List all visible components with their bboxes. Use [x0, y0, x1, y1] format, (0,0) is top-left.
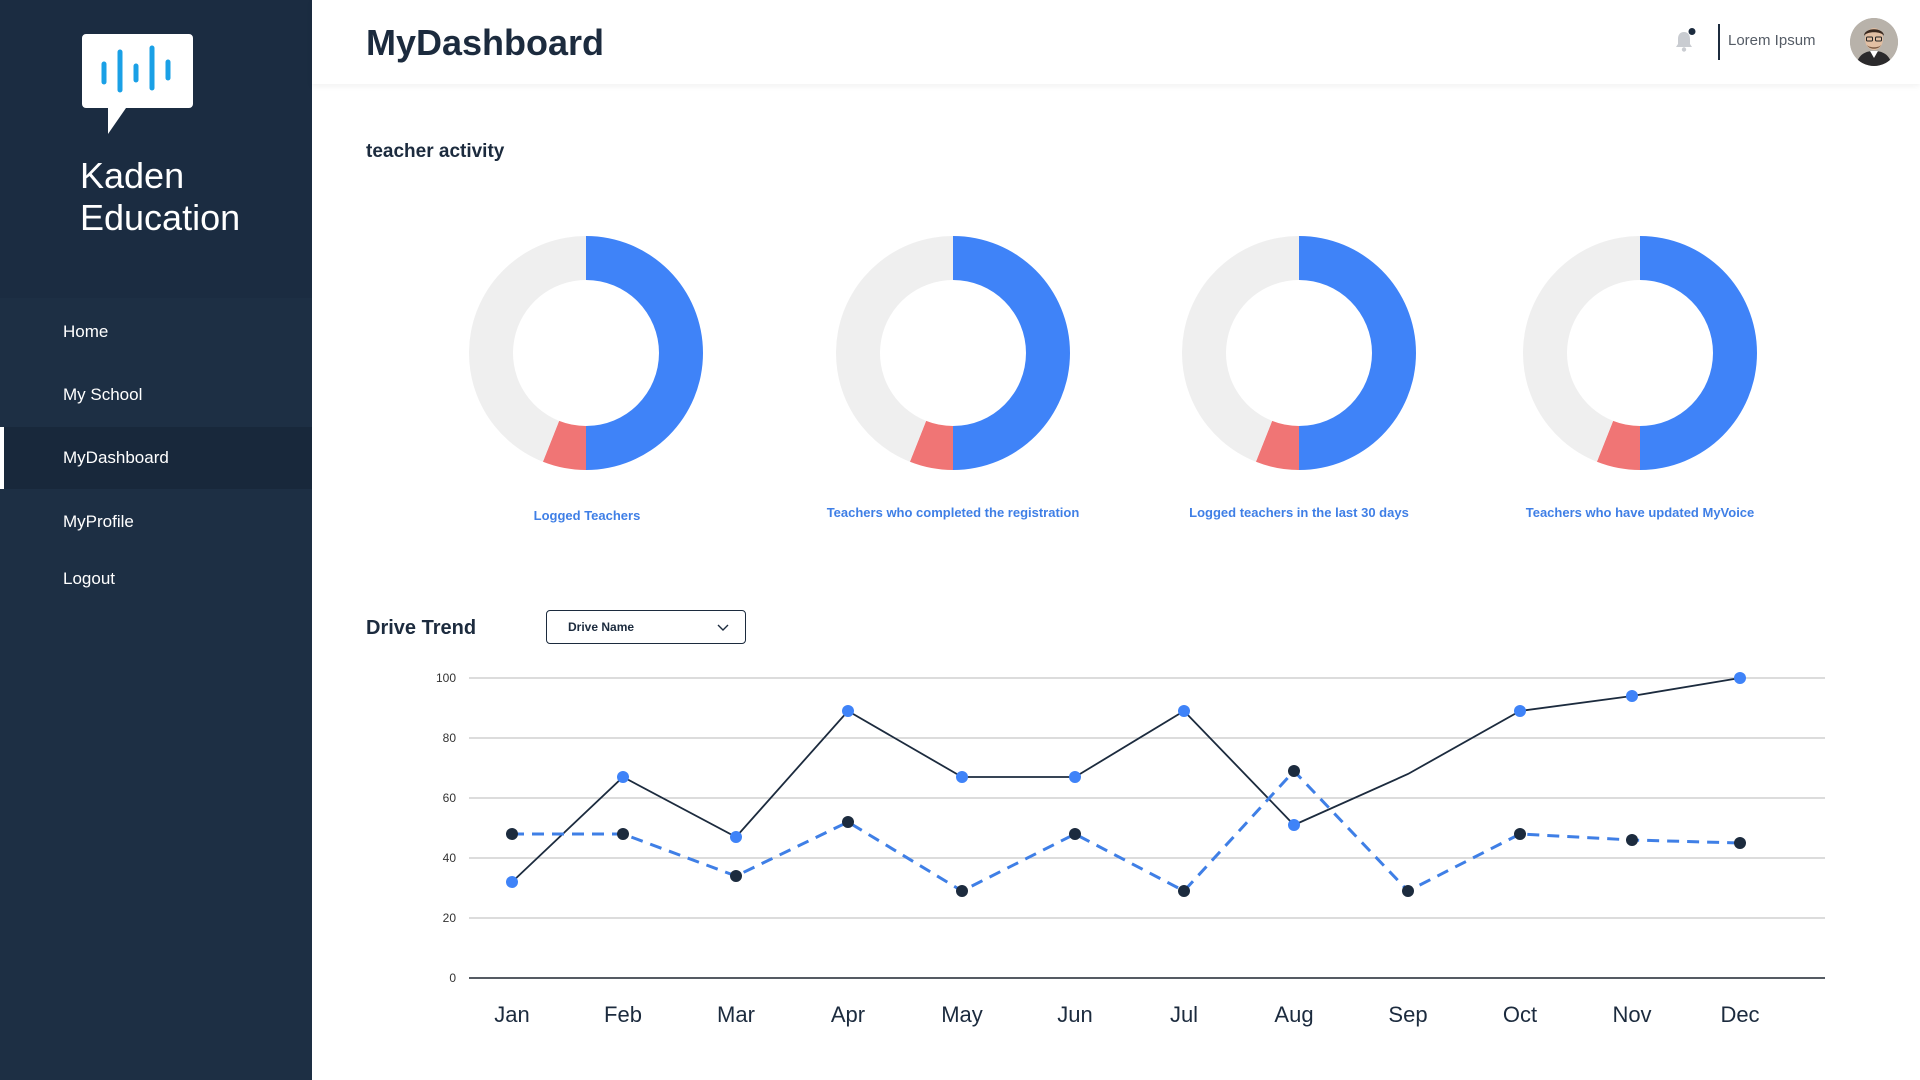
- data-point-solid: [730, 831, 742, 843]
- sidebar-item-logout[interactable]: Logout: [0, 548, 312, 610]
- donut-chart-completed-registration: [833, 233, 1073, 473]
- x-tick-label: Jan: [494, 1002, 529, 1027]
- brand-panel: Kaden Education: [0, 0, 312, 298]
- x-tick-label: Apr: [831, 1002, 865, 1027]
- x-tick-label: May: [941, 1002, 983, 1027]
- drive-trend-title: Drive Trend: [366, 617, 477, 639]
- avatar[interactable]: [1850, 18, 1898, 66]
- data-point-dashed: [1178, 885, 1190, 897]
- data-point-solid: [842, 705, 854, 717]
- data-point-solid: [1178, 705, 1190, 717]
- donut-label: Teachers who completed the registration: [826, 505, 1080, 520]
- series-line-dashed: [512, 768, 1741, 893]
- data-point-solid: [1288, 819, 1300, 831]
- data-point-dashed: [730, 870, 742, 882]
- data-point-dashed: [617, 828, 629, 840]
- donut-segment-red: [542, 420, 586, 470]
- data-point-solid: [1514, 705, 1526, 717]
- data-point-dashed: [842, 816, 854, 828]
- x-tick-label: Jun: [1057, 1002, 1092, 1027]
- donut-segment-blue: [1640, 236, 1757, 470]
- donut-segment-red: [1596, 420, 1640, 470]
- y-tick-label: 60: [443, 791, 457, 805]
- sidebar-item-label: My School: [63, 385, 143, 404]
- donut-segment-gray: [469, 236, 586, 462]
- donut-label: Logged teachers in the last 30 days: [1189, 505, 1409, 520]
- sidebar-item-label: MyDashboard: [63, 448, 169, 467]
- donut-segment-blue: [586, 236, 703, 470]
- data-point-solid: [617, 771, 629, 783]
- data-point-dashed: [506, 828, 518, 840]
- brand-name-line1: Kaden: [80, 155, 185, 196]
- data-point-solid: [956, 771, 968, 783]
- y-tick-label: 100: [436, 671, 456, 685]
- x-tick-label: Mar: [717, 1002, 755, 1027]
- donut-segment-blue: [953, 236, 1070, 470]
- donut-segment-gray: [1182, 236, 1299, 462]
- data-point-dashed: [1514, 828, 1526, 840]
- donut-chart-logged-teachers: [466, 233, 706, 473]
- chevron-down-icon: [717, 624, 729, 631]
- donut-segment-red: [1255, 420, 1299, 470]
- x-tick-label: Nov: [1612, 1002, 1651, 1027]
- sidebar-item-label: MyProfile: [63, 512, 134, 531]
- x-tick-label: Sep: [1388, 1002, 1427, 1027]
- y-tick-label: 80: [443, 731, 457, 745]
- page-title: MyDashboard: [366, 22, 605, 63]
- sidebar: Kaden Education Home My School MyDashboa…: [0, 0, 312, 1080]
- data-point-dashed: [956, 885, 968, 897]
- donut-label: Logged Teachers: [533, 508, 641, 523]
- data-point-dashed: [1734, 837, 1746, 849]
- data-point-solid: [506, 876, 518, 888]
- data-point-solid: [1069, 771, 1081, 783]
- sidebar-item-label: Logout: [63, 569, 115, 588]
- drive-name-dropdown[interactable]: Drive Name: [546, 610, 746, 644]
- y-tick-label: 20: [443, 911, 457, 925]
- data-point-solid: [1626, 690, 1638, 702]
- teacher-activity-title: teacher activity: [366, 141, 505, 162]
- series-line-solid: [511, 677, 1741, 883]
- data-point-dashed: [1288, 765, 1300, 777]
- donut-segment-red: [909, 420, 953, 470]
- x-tick-label: Aug: [1274, 1002, 1313, 1027]
- brand-name-line2: Education: [80, 197, 241, 238]
- donut-segment-gray: [1523, 236, 1640, 462]
- sidebar-item-my-school[interactable]: My School: [0, 364, 312, 426]
- x-tick-label: Jul: [1170, 1002, 1198, 1027]
- header: MyDashboard Lorem Ipsum: [312, 0, 1920, 84]
- data-point-dashed: [1402, 885, 1414, 897]
- x-tick-label: Dec: [1720, 1002, 1759, 1027]
- notification-bell-icon[interactable]: [1672, 28, 1696, 54]
- donut-segment-gray: [836, 236, 953, 462]
- user-name[interactable]: Lorem Ipsum: [1728, 32, 1816, 49]
- dropdown-selected-value: Drive Name: [568, 620, 635, 634]
- sidebar-item-mydashboard[interactable]: MyDashboard: [0, 427, 312, 489]
- brand-name: Kaden Education: [80, 155, 240, 239]
- sidebar-item-home[interactable]: Home: [0, 301, 312, 363]
- y-tick-label: 0: [449, 971, 456, 985]
- donut-segment-blue: [1299, 236, 1416, 470]
- x-tick-label: Oct: [1503, 1002, 1537, 1027]
- drive-trend-line-chart: 0 20 40 60 80 100 Jan Feb Mar Apr May Jun Jul Aug Sep O…: [436, 671, 1825, 1027]
- x-tick-label: Feb: [604, 1002, 642, 1027]
- donut-label: Teachers who have updated MyVoice: [1525, 505, 1755, 520]
- data-point-dashed: [1626, 834, 1638, 846]
- notification-dot: [1688, 28, 1696, 35]
- header-divider: [1718, 24, 1720, 60]
- y-tick-label: 40: [443, 851, 457, 865]
- donut-chart-updated-myvoice: [1520, 233, 1760, 473]
- logo-icon: [82, 34, 193, 134]
- sidebar-item-myprofile[interactable]: MyProfile: [0, 491, 312, 553]
- donut-chart-logged-last-30-days: [1179, 233, 1419, 473]
- sidebar-item-label: Home: [63, 322, 109, 341]
- data-point-dashed: [1069, 828, 1081, 840]
- data-point-solid: [1734, 672, 1746, 684]
